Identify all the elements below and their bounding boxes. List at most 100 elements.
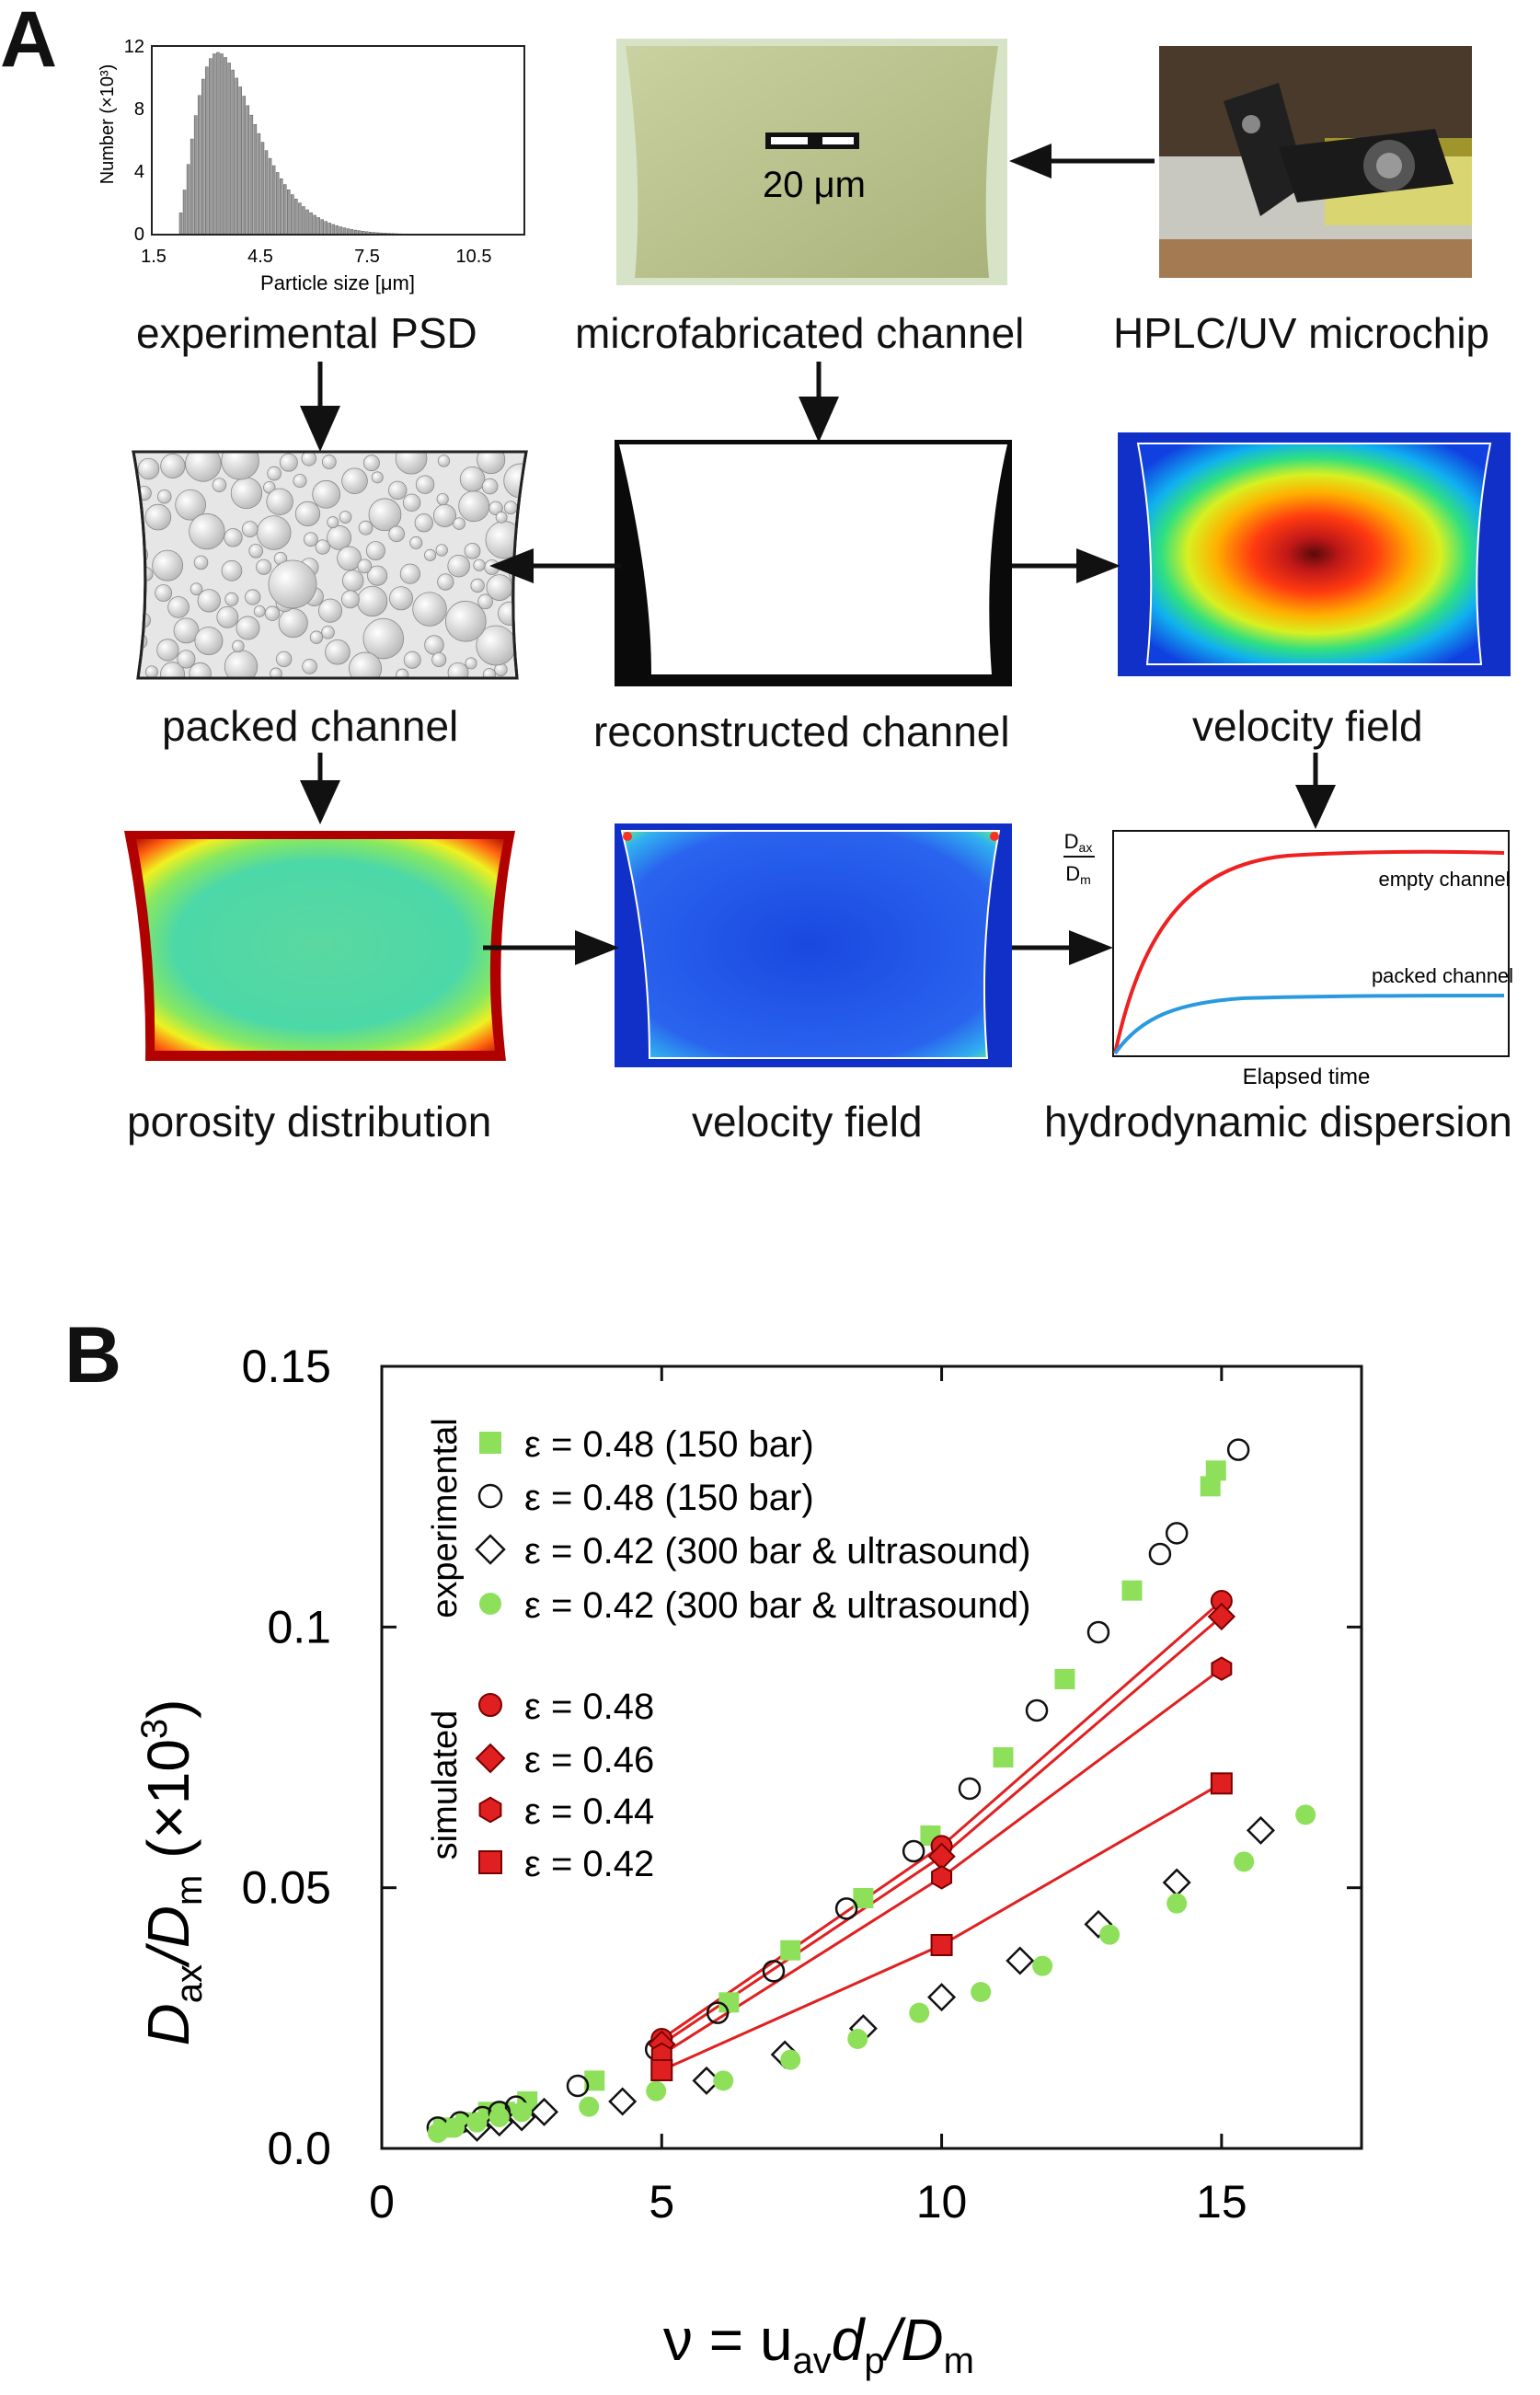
legend-marker-2 [475,1534,506,1565]
psd-bar [235,77,238,236]
sphere [437,455,451,467]
porosity-distribution-image [124,831,515,1061]
xtick-label: 15 [1196,2176,1247,2228]
sphere [358,520,374,535]
sphere [253,605,266,617]
psd-bar [268,157,272,236]
sphere [402,493,421,512]
psd-bar [213,53,216,236]
point-series-2 [529,2097,559,2126]
ytick-label: 0.1 [267,1601,331,1652]
point-series-1 [566,2074,590,2098]
empty-channel-curve [1113,849,1505,1054]
psd-bar [294,199,298,236]
sphere [245,589,261,605]
psd-bar [324,221,328,236]
sphere [388,525,405,543]
sphere [371,471,384,484]
psd-bar [279,178,283,236]
legend-label-5: ε = 0.46 [524,1740,654,1780]
caption-hydrodynamic-dispersion: hydrodynamic dispersion [1044,1098,1512,1146]
arrow-recon-to-velocity [1012,548,1121,583]
sphere [156,639,179,662]
psd-bar [331,224,336,236]
point-series-3 [1295,1804,1316,1825]
sphere [453,517,465,530]
psd-bar [328,223,332,236]
psd-bar [275,172,280,236]
caption-velocity-field-2: velocity field [692,1098,923,1146]
point-series-3 [579,2096,600,2117]
sphere [431,651,447,667]
sphere [436,492,449,506]
sphere [155,584,173,602]
packed-channel-curve [1113,994,1505,1055]
sphere [221,452,259,480]
point-series-3 [444,2117,465,2138]
psd-bar [201,78,205,236]
arrow-porosity-to-velocity [483,930,619,965]
sphere [414,513,433,533]
point-series-3 [427,2123,448,2143]
sphere [495,511,508,524]
ytick-label: 0.05 [242,1862,331,1914]
point-series-3 [780,2049,801,2070]
psd-bar [190,138,194,236]
caption-porosity-distribution: porosity distribution [127,1098,492,1146]
psd-xtick-1: 4.5 [247,247,273,267]
sphere [458,490,490,523]
data-points [426,1438,1316,2143]
sphere [173,617,200,644]
ytick-label: 0.0 [267,2123,331,2174]
sphere [399,563,420,584]
point-series-0 [1200,1476,1221,1497]
sphere [437,573,454,591]
dispersion-plot: Dax Dm empty channel packed channel Elap… [1063,830,1513,1089]
legend-marker-6 [478,1796,502,1824]
psd-bar [242,96,247,236]
label-packed-channel: packed channel [1372,964,1513,987]
point-series-3 [1234,1851,1255,1872]
sphere [388,586,413,611]
sphere [133,632,148,651]
sphere [362,455,380,472]
sphere [302,659,317,674]
sphere [189,662,212,678]
xtick-label: 10 [916,2176,968,2228]
psd-bar [342,227,347,236]
point-series-1 [834,1897,858,1920]
sphere [321,625,335,639]
sphere [293,474,307,489]
caption-microfabricated-channel: microfabricated channel [575,309,1025,357]
sphere [160,662,186,678]
legend: ε = 0.48 (150 bar) ε = 0.48 (150 bar) ε = … [475,1424,1030,1884]
legend-marker-5 [475,1743,506,1774]
sphere [341,570,364,592]
sphere [264,605,281,621]
sphere [232,639,245,653]
plot-border [380,1364,1363,2150]
sphere [315,539,330,555]
sphere [248,543,264,558]
sphere [337,546,362,571]
group-label-simulated: simulated [426,1710,465,1860]
sphere [189,512,225,550]
sphere [327,524,352,550]
sphere [435,544,448,557]
sphere [327,516,339,529]
psd-bar [216,52,220,236]
legend-marker-7 [478,1850,502,1874]
caption-packed-channel: packed channel [162,702,459,750]
sphere [481,478,499,495]
sphere [197,589,221,613]
sphere [415,475,435,494]
legend-label-7: ε = 0.42 [524,1844,654,1884]
arrow-micro-down [799,362,839,443]
sphere [424,635,444,655]
sphere [444,600,487,642]
label-empty-channel: empty channel [1378,868,1510,891]
psd-bar [309,212,313,236]
point-series-0 [584,2070,605,2091]
psd-bar [283,184,287,236]
psd-ytick-0: 0 [134,225,144,245]
